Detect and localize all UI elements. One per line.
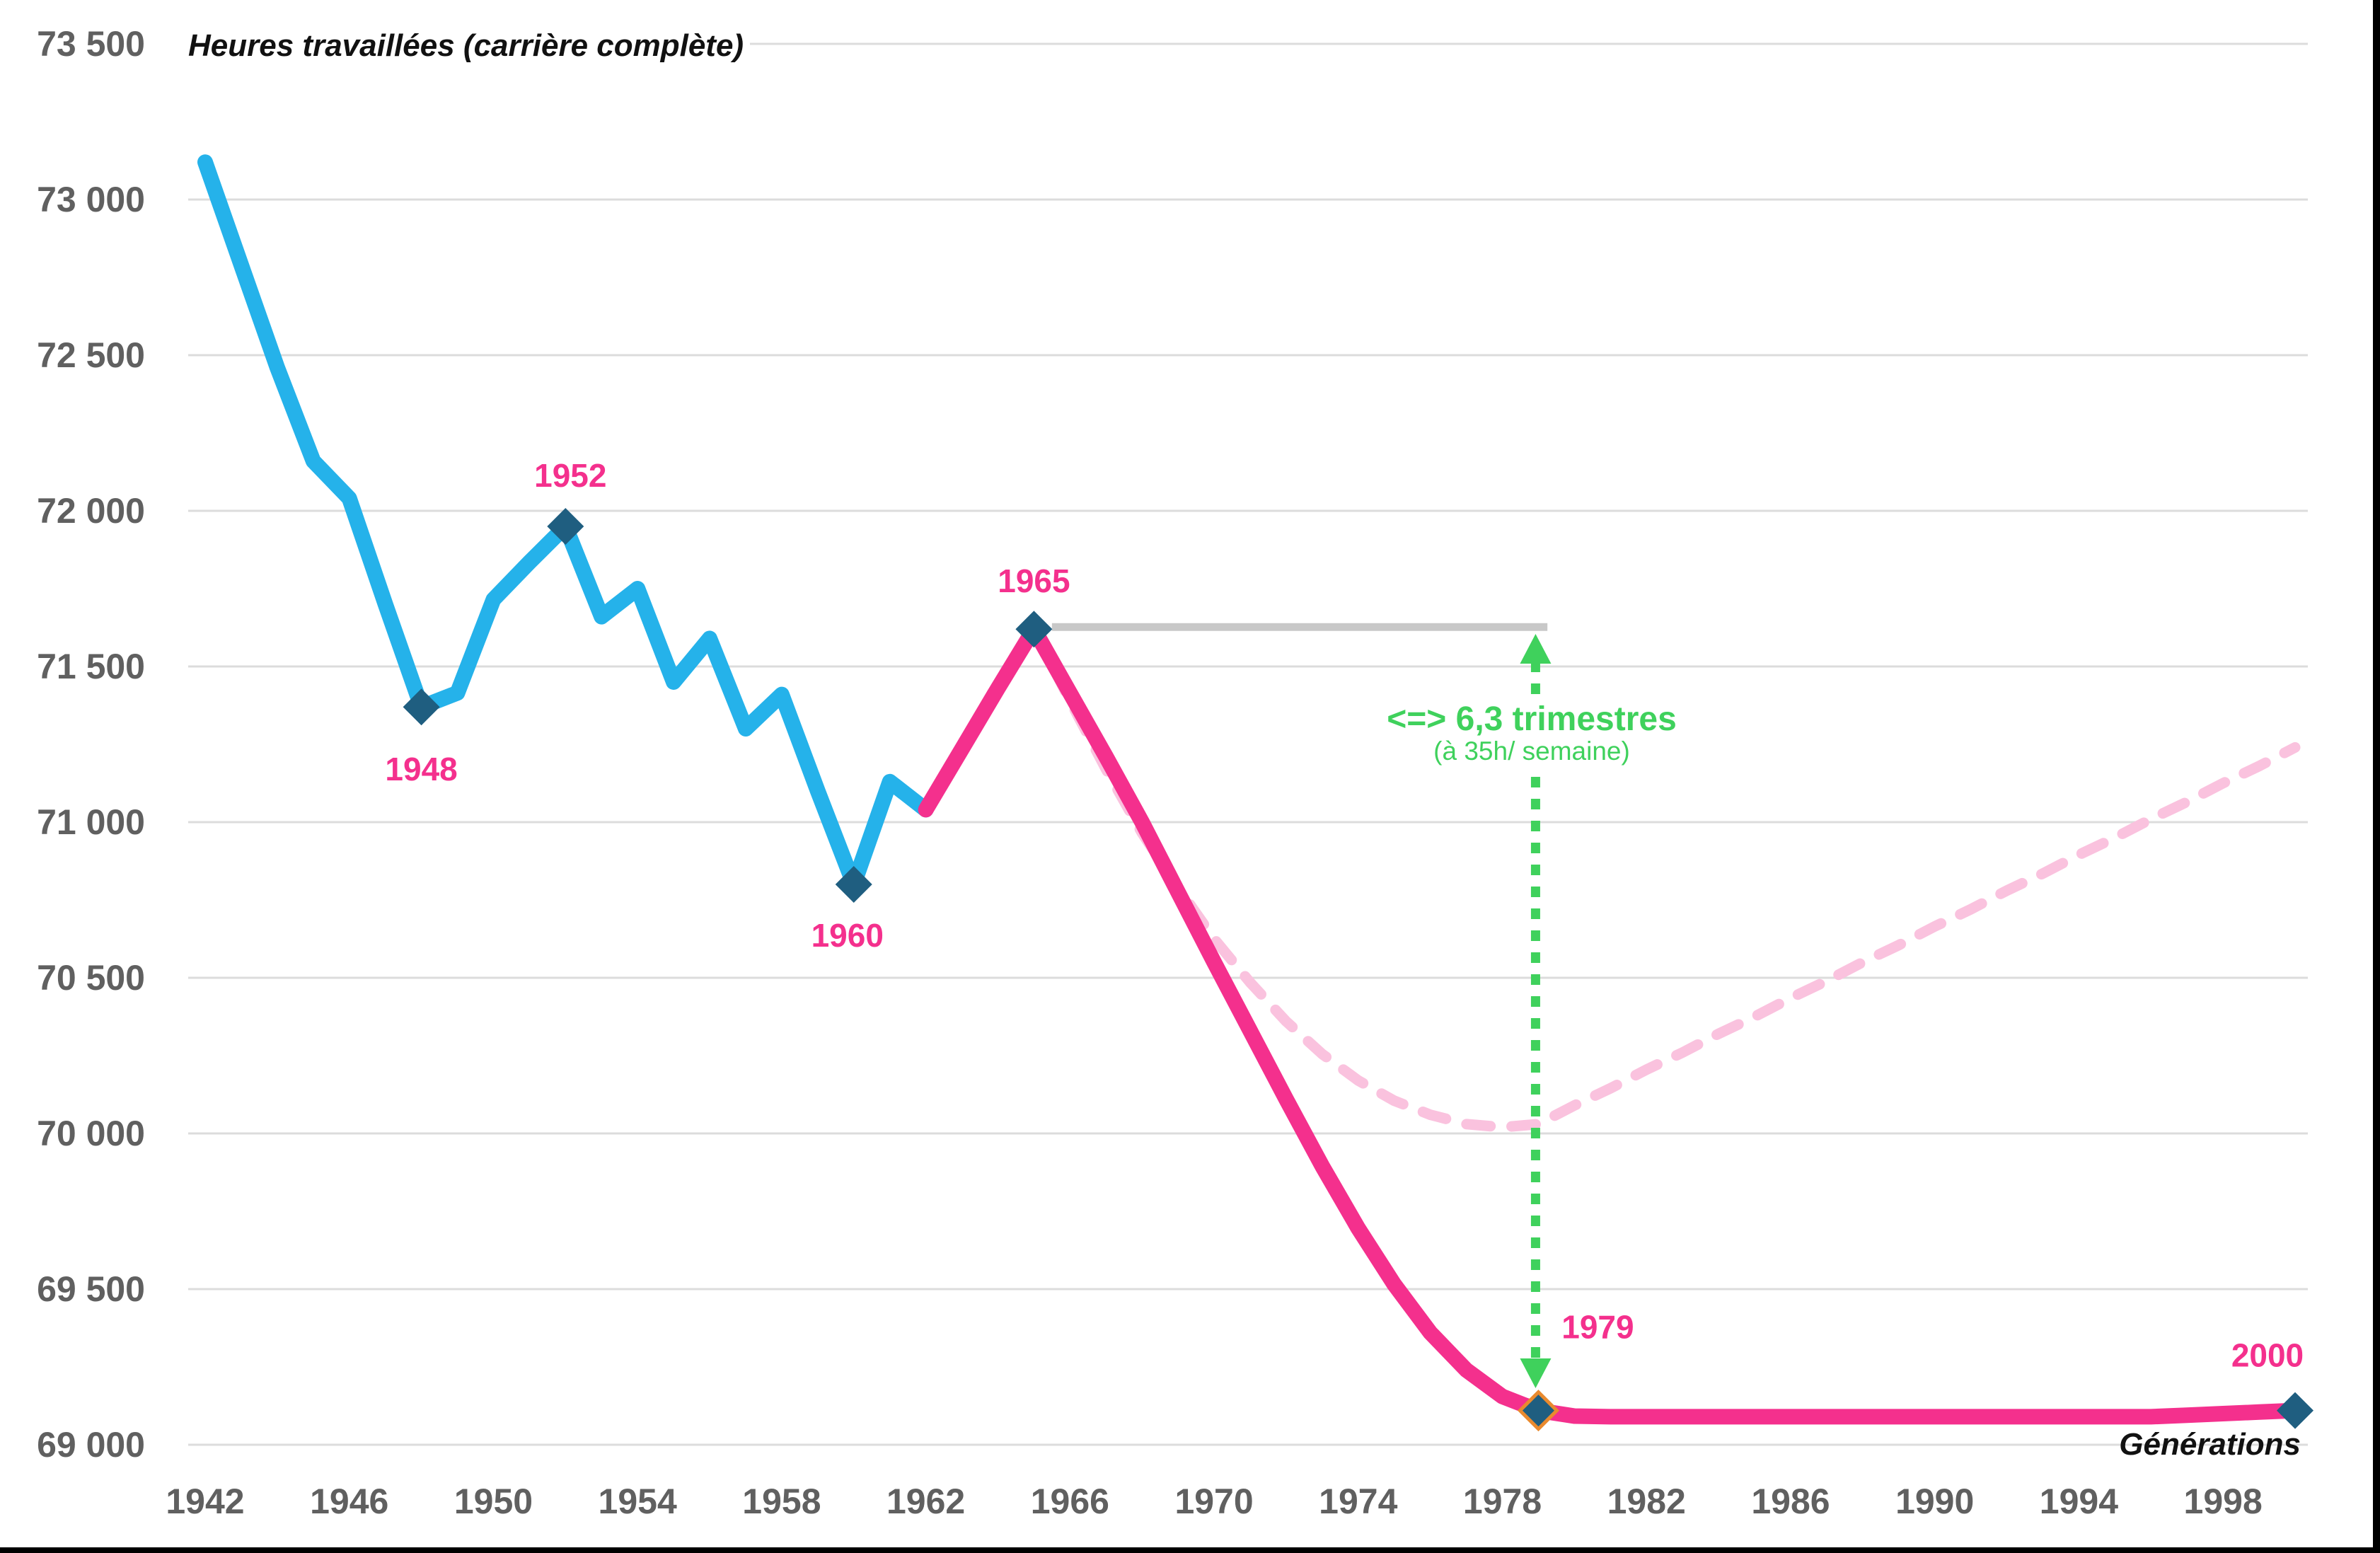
axis-labels-layer: 73 500 73 000 72 500 72 000 71 500 71 000 70 5… bbox=[37, 24, 2263, 1521]
x-tick-label: 1966 bbox=[1031, 1482, 1109, 1521]
x-tick-label: 1978 bbox=[1463, 1482, 1542, 1521]
green-arrowhead-up bbox=[1520, 634, 1552, 664]
data-point-diamond-1979 bbox=[1517, 1390, 1559, 1432]
green-annotation-text: <=> 6,3 trimestres (à 35h/ semaine) bbox=[1387, 700, 1677, 766]
green-annotation-line1: <=> 6,3 trimestres bbox=[1387, 700, 1677, 738]
x-tick-label: 1962 bbox=[886, 1482, 965, 1521]
y-tick-label: 69 500 bbox=[37, 1269, 145, 1309]
green-arrowhead-down bbox=[1520, 1358, 1552, 1388]
point-label-1960: 1960 bbox=[811, 917, 884, 954]
x-axis-title: Générations bbox=[2119, 1427, 2301, 1462]
annotations-layer: 1948 1952 1960 1965 1979 2000 bbox=[385, 457, 2304, 1388]
y-tick-label: 70 500 bbox=[37, 958, 145, 998]
x-tick-label: 1942 bbox=[166, 1482, 244, 1521]
data-point-diamond-1952 bbox=[547, 508, 584, 545]
x-tick-label: 1946 bbox=[310, 1482, 388, 1521]
y-tick-label: 71 000 bbox=[37, 802, 145, 842]
y-tick-label: 69 000 bbox=[37, 1425, 145, 1465]
pink-dashed-line bbox=[1028, 623, 2301, 1133]
point-label-2000: 2000 bbox=[2231, 1337, 2304, 1374]
x-tick-label: 1954 bbox=[599, 1482, 677, 1521]
x-tick-label: 1998 bbox=[2184, 1482, 2263, 1521]
green-annotation-line2: (à 35h/ semaine) bbox=[1433, 737, 1630, 766]
point-label-1952: 1952 bbox=[534, 457, 606, 494]
y-tick-label: 70 000 bbox=[37, 1114, 145, 1153]
border-bottom bbox=[0, 1547, 2380, 1553]
gridlines-layer bbox=[188, 42, 2308, 1446]
point-label-1948: 1948 bbox=[385, 751, 457, 787]
point-label-1979: 1979 bbox=[1561, 1309, 1634, 1346]
y-tick-label: 73 500 bbox=[37, 24, 145, 64]
y-tick-label: 73 000 bbox=[37, 180, 145, 219]
data-point-diamond-1948 bbox=[403, 688, 440, 726]
x-tick-label: 1994 bbox=[2040, 1482, 2118, 1521]
x-tick-label: 1982 bbox=[1607, 1482, 1686, 1521]
point-label-1965: 1965 bbox=[998, 562, 1070, 599]
x-tick-label: 1990 bbox=[1895, 1482, 1974, 1521]
x-tick-label: 1974 bbox=[1319, 1482, 1397, 1521]
y-tick-label: 71 500 bbox=[37, 647, 145, 686]
x-tick-label: 1970 bbox=[1174, 1482, 1253, 1521]
data-point-diamond-2000 bbox=[2276, 1392, 2313, 1429]
x-tick-label: 1958 bbox=[742, 1482, 821, 1521]
data-point-diamond-1965 bbox=[1015, 611, 1053, 648]
x-tick-label: 1950 bbox=[454, 1482, 533, 1521]
data-series-layer bbox=[197, 154, 2313, 1432]
y-tick-label: 72 000 bbox=[37, 491, 145, 531]
data-point-diamond-1960 bbox=[835, 866, 872, 903]
y-tick-label: 72 500 bbox=[37, 335, 145, 375]
border-right bbox=[2373, 0, 2380, 1553]
x-tick-label: 1986 bbox=[1751, 1482, 1830, 1521]
chart-title: Heures travaillées (carrière complète) bbox=[188, 28, 744, 63]
pink-line bbox=[918, 621, 2303, 1425]
